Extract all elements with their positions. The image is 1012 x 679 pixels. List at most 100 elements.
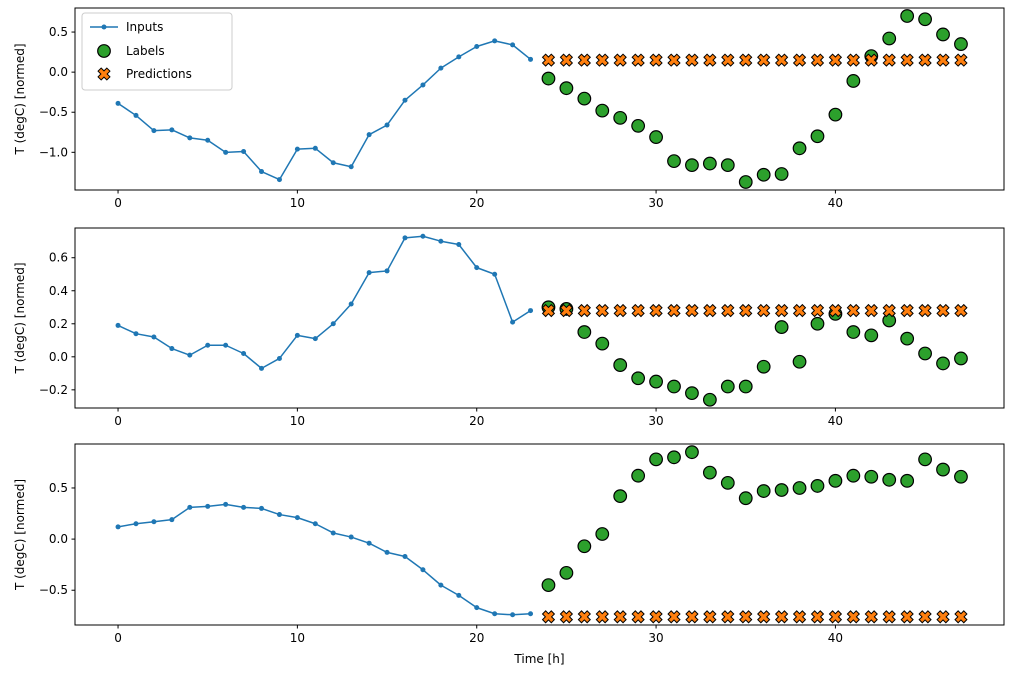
- inputs-marker: [151, 334, 157, 340]
- inputs-marker: [259, 365, 265, 371]
- predictions-marker: [541, 53, 556, 67]
- labels-marker: [864, 469, 879, 484]
- predictions-marker: [810, 610, 825, 624]
- predictions-marker: [631, 610, 645, 624]
- labels-marker: [667, 154, 681, 169]
- inputs-line: [117, 235, 531, 370]
- inputs-marker: [241, 351, 247, 357]
- predictions-marker: [846, 303, 860, 318]
- legend-label: Inputs: [126, 20, 163, 34]
- inputs-marker: [366, 270, 372, 276]
- predictions-marker: [667, 53, 681, 67]
- labels-marker: [720, 158, 735, 173]
- inputs-marker: [259, 505, 265, 511]
- predictions-marker: [792, 53, 807, 67]
- predictions-marker: [774, 610, 789, 624]
- axes-frame: [74, 443, 1005, 626]
- x-tick-label: 20: [469, 631, 484, 645]
- predictions-marker: [936, 53, 950, 67]
- inputs-marker: [510, 612, 516, 618]
- predictions-marker: [685, 610, 699, 624]
- y-axis-label: T (degC) [normed]: [13, 262, 27, 374]
- inputs-marker: [438, 65, 444, 71]
- inputs-marker: [205, 503, 211, 509]
- labels-marker: [685, 386, 699, 401]
- inputs-marker: [223, 501, 229, 507]
- y-tick-label: −0.5: [39, 105, 68, 119]
- labels-marker: [918, 346, 932, 361]
- y-tick-label: 0.2: [49, 317, 68, 331]
- labels-marker: [685, 158, 699, 173]
- x-tick-label: 20: [469, 196, 484, 210]
- labels-marker: [631, 371, 646, 386]
- predictions-marker: [649, 610, 663, 624]
- labels-marker: [541, 578, 556, 593]
- inputs-line: [117, 503, 531, 616]
- labels-marker: [864, 328, 879, 343]
- y-tick-label: 0.0: [49, 350, 68, 364]
- labels-marker: [595, 336, 610, 351]
- labels-marker: [774, 320, 789, 334]
- labels-marker: [954, 37, 968, 51]
- predictions-marker: [685, 303, 699, 318]
- labels-marker: [595, 527, 610, 541]
- labels-marker: [954, 469, 968, 484]
- labels-marker: [559, 565, 574, 580]
- y-tick-label: −1.0: [39, 145, 68, 159]
- inputs-marker: [366, 132, 372, 138]
- predictions-marker: [846, 53, 860, 67]
- inputs-marker: [366, 540, 372, 546]
- legend-label: Labels: [126, 44, 165, 58]
- legend-x-sample: [97, 67, 111, 81]
- inputs-marker: [133, 112, 139, 118]
- legend-label: Predictions: [126, 67, 192, 81]
- predictions-marker: [739, 610, 753, 624]
- inputs-marker: [276, 355, 282, 361]
- predictions-marker: [774, 53, 789, 67]
- inputs-marker: [528, 611, 534, 617]
- inputs-marker: [492, 38, 498, 44]
- predictions-marker: [631, 303, 645, 318]
- labels-marker: [882, 313, 897, 328]
- labels-marker: [936, 356, 950, 371]
- predictions-marker: [936, 303, 950, 318]
- predictions-marker: [631, 53, 645, 67]
- legend-entry-predictions: Predictions: [97, 67, 192, 81]
- predictions-marker: [739, 53, 753, 67]
- predictions-marker: [721, 610, 735, 624]
- labels-marker: [846, 468, 861, 483]
- labels-marker: [667, 379, 681, 394]
- inputs-marker: [187, 504, 193, 510]
- inputs-marker: [294, 146, 300, 152]
- predictions-marker: [739, 303, 753, 318]
- inputs-marker: [438, 238, 444, 244]
- labels-marker: [541, 71, 556, 86]
- inputs-marker: [169, 346, 175, 352]
- inputs-marker: [456, 592, 462, 598]
- inputs-marker: [151, 519, 157, 525]
- labels-marker: [613, 358, 628, 372]
- y-tick-label: 0.5: [49, 481, 68, 495]
- predictions-marker: [864, 610, 878, 624]
- inputs-marker: [474, 265, 480, 271]
- inputs-marker: [276, 512, 282, 518]
- labels-marker: [702, 156, 717, 171]
- subplot-2: 0 10 20 30 40 0.6 0.4 0.2 0.0 −0.2 T (degC) [norme…: [13, 227, 1005, 428]
- inputs-marker: [330, 530, 336, 536]
- x-tick-label: 10: [290, 631, 305, 645]
- predictions-marker: [721, 53, 735, 67]
- labels-marker: [577, 91, 592, 106]
- x-tick-label: 30: [648, 414, 663, 428]
- labels-marker: [738, 175, 753, 189]
- axes-frame: [74, 227, 1005, 409]
- inputs-marker: [169, 127, 175, 133]
- inputs-marker: [402, 97, 408, 103]
- predictions-marker: [595, 610, 609, 624]
- x-tick-label: 20: [469, 414, 484, 428]
- predictions-marker: [541, 303, 556, 318]
- predictions-marker: [828, 303, 843, 318]
- y-tick-label: 0.6: [49, 251, 68, 265]
- y-axis-label: T (degC) [normed]: [13, 479, 27, 591]
- inputs-marker: [420, 82, 426, 88]
- predictions-marker: [954, 53, 968, 67]
